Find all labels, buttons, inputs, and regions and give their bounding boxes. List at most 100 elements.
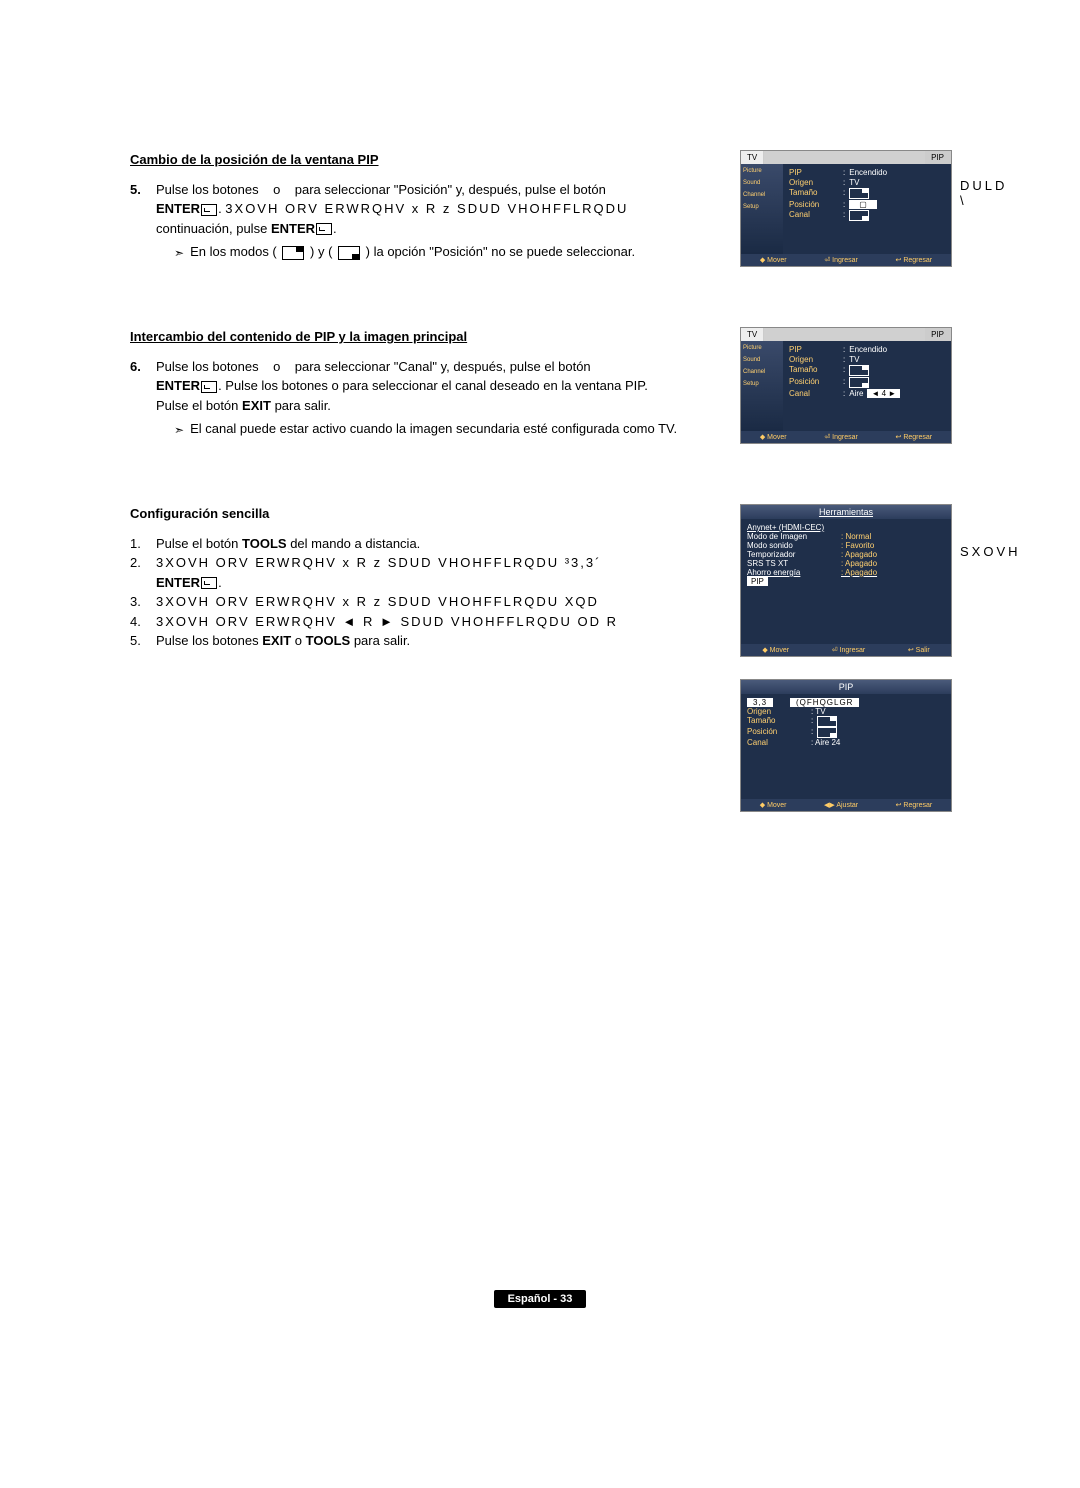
- osd-key: Canal: [789, 210, 839, 221]
- osd-val: : TV: [811, 707, 826, 716]
- osd-val-icon: [817, 716, 837, 727]
- osd-val: : Apagado: [841, 559, 877, 568]
- text: para salir.: [275, 398, 331, 413]
- garbled-text: 3XOVH ORV ERWRQHV x R z SDUD VHOHFFLRQDU…: [156, 592, 599, 612]
- osd-key: Canal: [789, 389, 839, 398]
- step-number: 3.: [130, 592, 148, 612]
- text: En los modos (: [190, 244, 277, 259]
- osd-tools: Herramientas Anynet+ (HDMI-CEC) Modo de …: [740, 504, 952, 657]
- osd-val: Encendido: [849, 345, 887, 354]
- osd-val-icon: [849, 188, 869, 199]
- osd-sidebar-item: Setup: [743, 204, 781, 210]
- osd-screenshot-1: TV PIP Picture Sound Channel Setup PIP: …: [740, 150, 952, 267]
- enter-icon: [316, 223, 332, 235]
- osd-pip-config: PIP 3,3 (QFHQGLGR Origen: TV Tamaño: Pos…: [740, 679, 952, 812]
- osd-key: Modo sonido: [747, 541, 837, 550]
- osd-key: Origen: [789, 355, 839, 364]
- osd-sidebar-item: Channel: [743, 369, 781, 375]
- step-number: 1.: [130, 534, 148, 554]
- osd-screenshot-2: TV PIP Picture Sound Channel Setup PIP: …: [740, 327, 952, 444]
- osd-sidebar-item: Sound: [743, 357, 781, 363]
- step-number: 2.: [130, 553, 148, 592]
- text: continuación, pulse: [156, 221, 267, 236]
- osd-val: Encendido: [849, 168, 887, 177]
- osd-val: TV: [849, 178, 859, 187]
- osd-highlighted: PIP: [747, 577, 768, 586]
- section-1: Cambio de la posición de la ventana PIP …: [130, 150, 728, 262]
- osd-footer: ⏎ Ingresar: [832, 646, 866, 654]
- osd-footer: ◀▶ Ajustar: [824, 801, 858, 809]
- osd-highlighted: 3,3: [747, 698, 773, 707]
- arrow-icon: ➣: [174, 421, 184, 439]
- exit-label: EXIT: [262, 633, 291, 648]
- tools-label: TOOLS: [242, 536, 287, 551]
- enter-label: ENTER: [156, 201, 200, 216]
- osd-val-highlighted: ◄ 4 ►: [867, 389, 900, 398]
- osd-val-highlighted: ▢: [849, 200, 877, 209]
- osd-footer: ↩ Regresar: [896, 256, 933, 264]
- text: para seleccionar "Posición" y, después, …: [295, 182, 606, 197]
- osd-footer: ◆ Mover: [760, 256, 787, 264]
- osd-val-icon: [849, 377, 869, 388]
- osd-footer: ⏎ Ingresar: [824, 256, 858, 264]
- position-icon: [282, 246, 304, 260]
- osd-key: SRS TS XT: [747, 559, 837, 568]
- text: Pulse los botones: [156, 182, 259, 197]
- text: o: [295, 633, 302, 648]
- text: del mando a distancia.: [290, 536, 420, 551]
- osd-val: : Apagado: [841, 568, 877, 577]
- osd-key: PIP: [789, 345, 839, 354]
- enter-label: ENTER: [156, 575, 200, 590]
- osd-sidebar-item: Picture: [743, 345, 781, 351]
- arrow-icon: ➣: [174, 244, 184, 262]
- exit-label: EXIT: [242, 398, 271, 413]
- osd-sidebar-item: Channel: [743, 192, 781, 198]
- osd-title: PIP: [741, 680, 951, 694]
- osd-val: Aire: [849, 389, 863, 398]
- osd-val-icon: [849, 365, 869, 376]
- osd-val-icon: [817, 727, 837, 738]
- osd-key: Posición: [789, 377, 839, 388]
- step-number: 5.: [130, 631, 148, 651]
- garbled-text: DULD \: [960, 178, 1007, 208]
- text: Pulse el botón: [156, 536, 238, 551]
- osd-footer: ◆ Mover: [762, 646, 789, 654]
- enter-icon: [201, 577, 217, 589]
- osd-key: Tamaño: [789, 188, 839, 199]
- enter-label: ENTER: [271, 221, 315, 236]
- osd-sidebar-item: Picture: [743, 168, 781, 174]
- osd-tab: PIP: [925, 151, 951, 164]
- enter-icon: [201, 204, 217, 216]
- garbled-text: 3XOVH ORV ERWRQHV x R z SDUD VHOHFFLRQDU: [225, 201, 628, 216]
- section-3: Configuración sencilla 1. Pulse el botón…: [130, 504, 728, 651]
- text: . Pulse los botones o para seleccionar e…: [218, 378, 648, 393]
- osd-key: Anynet+ (HDMI-CEC): [747, 523, 837, 532]
- text: Pulse el botón: [156, 398, 238, 413]
- osd-footer: ◆ Mover: [760, 801, 787, 809]
- osd-val: : Aire 24: [811, 738, 840, 747]
- osd-key: Tamaño: [747, 716, 807, 727]
- osd-key: Ahorro energía: [747, 568, 837, 577]
- step-number: 4.: [130, 612, 148, 632]
- osd-val: TV: [849, 355, 859, 364]
- garbled-text: 3XOVH ORV ERWRQHV ◄ R ► SDUD VHOHFFLRQDU…: [156, 612, 618, 632]
- text: Pulse los botones: [156, 633, 259, 648]
- osd-key: Posición: [747, 727, 807, 738]
- garbled-text: SXOVH: [960, 544, 1021, 559]
- osd-val: :: [811, 716, 813, 727]
- osd-key: Tamaño: [789, 365, 839, 376]
- osd-key: PIP: [789, 168, 839, 177]
- text: ) y (: [310, 244, 332, 259]
- text: El canal puede estar activo cuando la im…: [190, 419, 677, 439]
- section-3-heading: Configuración sencilla: [130, 504, 728, 524]
- section-2: Intercambio del contenido de PIP y la im…: [130, 327, 728, 439]
- step-number: 6.: [130, 357, 148, 439]
- osd-key: Posición: [789, 200, 839, 209]
- text: o: [273, 359, 280, 374]
- osd-footer: ↩ Salir: [908, 646, 930, 654]
- text: para salir.: [354, 633, 410, 648]
- page-footer: Español - 33: [0, 1289, 1080, 1308]
- osd-tab: TV: [741, 328, 764, 341]
- osd-tab: TV: [741, 151, 764, 164]
- osd-val: : Normal: [841, 532, 871, 541]
